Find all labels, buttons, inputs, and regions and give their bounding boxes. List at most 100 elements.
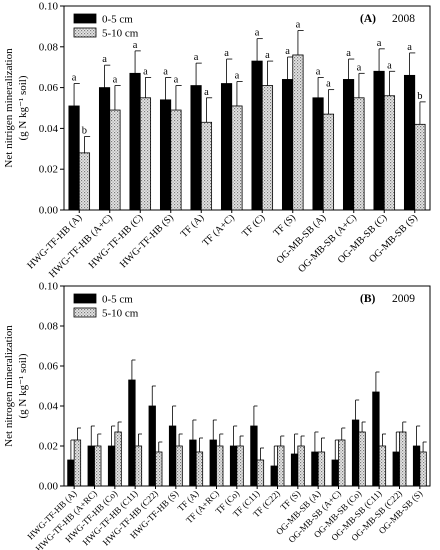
- significance-letter: a: [377, 38, 382, 49]
- significance-letter: a: [174, 75, 179, 86]
- y-tick-label: 0.08: [39, 41, 59, 53]
- bar-5-10cm: [139, 97, 152, 211]
- bar-0-5cm: [190, 85, 202, 211]
- bar-5-10cm: [134, 445, 143, 487]
- y-axis-unit-label: (g N kg⁻¹ soil): [17, 75, 29, 140]
- significance-letter: a: [143, 66, 148, 77]
- legend-label: 0-5 cm: [102, 294, 133, 306]
- panel-label: (B): [360, 293, 376, 305]
- y-tick-label: 0.06: [39, 361, 59, 373]
- y-tick-label: 0.10: [39, 1, 59, 13]
- bar-0-5cm: [403, 74, 416, 211]
- bar-5-10cm: [399, 431, 407, 487]
- y-tick-label: 0.08: [39, 321, 59, 333]
- y-axis-unit-label: (g N kg⁻¹ soil): [17, 353, 29, 418]
- bar-0-5cm: [209, 439, 217, 487]
- bar-0-5cm: [270, 465, 278, 487]
- bar-5-10cm: [109, 109, 121, 211]
- x-tick-label: TF (A+C): [201, 212, 237, 248]
- bar-0-5cm: [331, 459, 339, 487]
- bar-0-5cm: [351, 419, 360, 487]
- bar-5-10cm: [78, 152, 91, 211]
- bar-5-10cm: [358, 431, 366, 487]
- bar-5-10cm: [195, 451, 204, 487]
- bar-0-5cm: [251, 60, 263, 211]
- significance-letter: a: [102, 54, 107, 65]
- bar-0-5cm: [372, 391, 380, 487]
- legend-swatch: [73, 27, 97, 38]
- significance-letter: a: [357, 62, 362, 73]
- x-tick-label: HWG-TF-HB (S): [118, 212, 176, 270]
- significance-letter: a: [133, 40, 138, 51]
- significance-letter: a: [113, 75, 118, 86]
- bar-5-10cm: [317, 451, 326, 487]
- plot-area-frame: [63, 285, 431, 487]
- significance-letter: a: [346, 48, 351, 59]
- bar-5-10cm: [297, 445, 305, 487]
- x-tick-label: HWG-TF-HB (A): [25, 212, 84, 271]
- y-axis-label: Net nitrigen mineralization: [3, 48, 15, 168]
- y-tick-label: 0.00: [39, 205, 59, 217]
- bar-5-10cm: [236, 445, 244, 487]
- significance-letter: a: [194, 52, 199, 63]
- bar-0-5cm: [128, 379, 136, 487]
- bar-0-5cm: [67, 459, 75, 487]
- bar-5-10cm: [170, 109, 182, 211]
- bar-0-5cm: [87, 445, 95, 487]
- legend-label: 0-5 cm: [102, 14, 133, 26]
- significance-letter: a: [285, 46, 290, 57]
- y-tick-label: 0.02: [39, 164, 58, 176]
- bar-5-10cm: [261, 85, 274, 211]
- significance-letter: a: [255, 28, 260, 39]
- bar-5-10cm: [256, 459, 265, 487]
- y-axis-label: Net nitrogen mineralization: [3, 325, 15, 447]
- y-tick-label: 0.02: [39, 441, 58, 453]
- bar-5-10cm: [322, 113, 335, 211]
- bar-0-5cm: [189, 439, 197, 487]
- panel-b-chart: 0.00 0.02 0.04 0.06 0.08 0.10 Net nitrogen min…: [3, 281, 431, 550]
- y-tick-label: 0.04: [39, 401, 59, 413]
- bar-0-5cm: [129, 72, 141, 211]
- bar-5-10cm: [414, 123, 426, 211]
- y-tick-label: 0.04: [39, 123, 59, 135]
- bar-0-5cm: [159, 99, 172, 211]
- bar-5-10cm: [231, 105, 243, 211]
- bar-0-5cm: [168, 425, 177, 487]
- bar-0-5cm: [250, 425, 258, 487]
- plot-area-frame: [63, 5, 431, 211]
- bar-0-5cm: [312, 97, 324, 211]
- bar-5-10cm: [155, 451, 163, 487]
- bar-0-5cm: [107, 445, 116, 487]
- significance-letter: a: [235, 70, 240, 81]
- significance-letter: b: [82, 126, 87, 137]
- bar-0-5cm: [98, 87, 111, 211]
- significance-letter: a: [296, 19, 301, 30]
- legend-swatch: [73, 13, 97, 24]
- bar-0-5cm: [392, 451, 400, 487]
- bar-0-5cm: [342, 79, 355, 211]
- panel-year: 2008: [392, 13, 415, 25]
- significance-letter: b: [417, 91, 422, 102]
- significance-letter: a: [163, 66, 168, 77]
- bar-5-10cm: [383, 95, 396, 211]
- legend-label: 5-10 cm: [102, 308, 139, 320]
- bar-5-10cm: [292, 54, 304, 211]
- y-tick-label: 0.10: [39, 281, 59, 293]
- bar-0-5cm: [311, 451, 319, 487]
- significance-letter: a: [316, 66, 321, 77]
- bar-5-10cm: [216, 445, 224, 487]
- x-tick-label: TF (C): [240, 212, 267, 239]
- bar-0-5cm: [229, 445, 238, 487]
- significance-letter: a: [265, 50, 270, 61]
- bar-0-5cm: [68, 105, 80, 211]
- panel-a-chart: 0.00 0.02 0.04 0.06 0.08 0.10 Net nitrigen min…: [3, 1, 431, 280]
- bar-5-10cm: [94, 445, 102, 487]
- y-tick-label: 0.00: [39, 481, 59, 493]
- bar-5-10cm: [419, 451, 427, 487]
- panel-year: 2009: [392, 293, 415, 305]
- x-tick-label: TF (S): [271, 212, 297, 238]
- significance-letter: a: [387, 60, 392, 71]
- bar-0-5cm: [281, 79, 294, 211]
- x-tick-label: HWG-TF-HB (C): [87, 212, 146, 271]
